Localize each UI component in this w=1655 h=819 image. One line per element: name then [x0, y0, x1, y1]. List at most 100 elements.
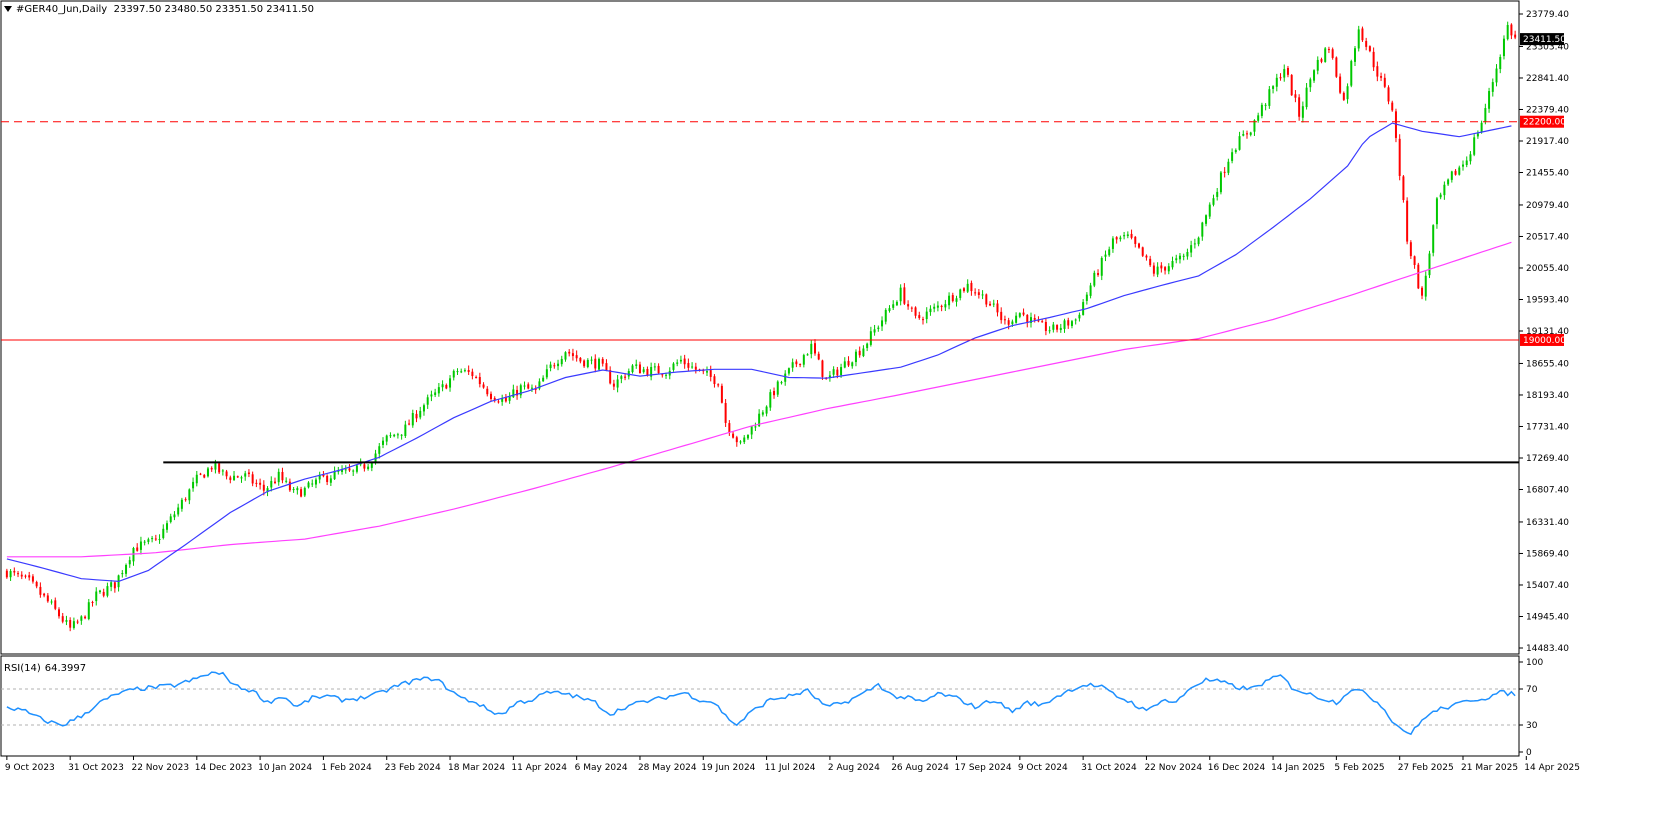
- candle-body: [463, 370, 466, 372]
- candle-body: [1286, 67, 1289, 75]
- candle-body: [571, 353, 574, 357]
- x-axis-tick-label: 9 Oct 2024: [1018, 763, 1068, 773]
- candle-body: [180, 499, 183, 509]
- candle-body: [992, 303, 995, 305]
- candle-body: [199, 473, 202, 475]
- candle-body: [713, 376, 716, 385]
- candle-body: [542, 377, 545, 382]
- candle-body: [314, 479, 317, 485]
- candle-body: [1063, 320, 1066, 329]
- candle-body: [1253, 120, 1256, 132]
- candle-body: [20, 574, 23, 577]
- candle-body: [69, 620, 72, 628]
- candle-body: [1257, 115, 1260, 121]
- candle-body: [281, 471, 284, 481]
- candle-body: [761, 412, 764, 415]
- x-axis-tick-label: 17 Sep 2024: [955, 763, 1012, 773]
- candle-body: [177, 507, 180, 515]
- candle-body: [601, 358, 604, 364]
- candle-body: [285, 480, 288, 482]
- x-axis-tick-label: 31 Oct 2023: [68, 763, 124, 773]
- candle-body: [1327, 49, 1330, 51]
- x-axis-tick-label: 1 Feb 2024: [321, 763, 372, 773]
- candle-body: [1164, 267, 1167, 271]
- x-axis-tick-label: 18 Mar 2024: [448, 763, 505, 773]
- x-axis-tick-label: 22 Nov 2023: [131, 763, 189, 773]
- candle-body: [95, 591, 98, 602]
- candle-body: [1380, 76, 1383, 78]
- candle-body: [437, 387, 440, 394]
- candle-body: [415, 413, 418, 419]
- candle-body: [396, 434, 399, 436]
- candle-body: [534, 388, 537, 390]
- candle-body: [1033, 318, 1036, 320]
- y-axis-tick-label: 20979.40: [1526, 201, 1569, 211]
- candle-body: [1067, 320, 1070, 326]
- candle-body: [862, 348, 865, 357]
- candle-body: [1335, 57, 1338, 77]
- candle-body: [858, 350, 861, 356]
- candle-body: [810, 343, 813, 355]
- candle-body: [184, 499, 187, 501]
- candle-body: [218, 463, 221, 473]
- candle-body: [400, 434, 403, 436]
- candle-body: [549, 364, 552, 369]
- candle-body: [143, 541, 146, 543]
- candle-body: [348, 468, 351, 471]
- candle-body: [31, 576, 34, 582]
- candle-body: [1275, 77, 1278, 87]
- candle-body: [720, 385, 723, 403]
- candle-body: [758, 413, 761, 427]
- candle-body: [1316, 59, 1319, 71]
- candle-body: [653, 366, 656, 368]
- candle-body: [5, 570, 8, 578]
- candle-body: [493, 398, 496, 401]
- candle-body: [679, 359, 682, 362]
- collapse-triangle-icon[interactable]: [4, 6, 12, 12]
- candle-body: [382, 440, 384, 445]
- candle-body: [586, 359, 589, 368]
- candle-body: [490, 393, 492, 399]
- candle-body: [61, 616, 64, 622]
- candle-body: [1070, 321, 1073, 326]
- candle-body: [1201, 222, 1204, 237]
- candle-body: [158, 538, 161, 540]
- candle-body: [724, 402, 727, 423]
- candle-body: [195, 474, 198, 484]
- candle-body: [545, 369, 548, 378]
- x-axis-tick-label: 2 Aug 2024: [828, 763, 880, 773]
- candle-body: [802, 355, 805, 365]
- candle-body: [1447, 179, 1450, 185]
- candle-body: [929, 308, 932, 313]
- candle-body: [1309, 79, 1312, 88]
- candle-body: [892, 304, 895, 308]
- main-chart-frame: [0, 0, 1520, 655]
- candle-body: [746, 434, 749, 439]
- candle-body: [50, 601, 53, 603]
- candle-body: [214, 463, 217, 470]
- candle-body: [843, 361, 846, 368]
- candle-body: [1085, 294, 1088, 301]
- candle-body: [1175, 258, 1178, 261]
- candle-body: [1093, 272, 1096, 286]
- x-axis-tick-label: 11 Apr 2024: [511, 763, 567, 773]
- candle-body: [497, 401, 500, 403]
- candle-body: [221, 470, 224, 472]
- candle-body: [665, 374, 668, 376]
- ma-slow-line: [6, 241, 1512, 558]
- candle-body: [694, 366, 697, 370]
- candle-body: [1465, 160, 1468, 166]
- candle-body: [300, 489, 303, 497]
- candle-body: [434, 392, 437, 396]
- candle-body: [244, 473, 247, 477]
- candle-body: [881, 320, 884, 327]
- candle-body: [791, 362, 794, 368]
- candle-body: [1078, 314, 1081, 319]
- candle-body: [329, 478, 332, 483]
- candle-body: [456, 371, 459, 373]
- candle-body: [1346, 86, 1349, 100]
- y-axis-tick-label: 20055.40: [1526, 264, 1569, 274]
- y-axis-tick-label: 21917.40: [1526, 137, 1569, 147]
- candle-body: [974, 292, 977, 294]
